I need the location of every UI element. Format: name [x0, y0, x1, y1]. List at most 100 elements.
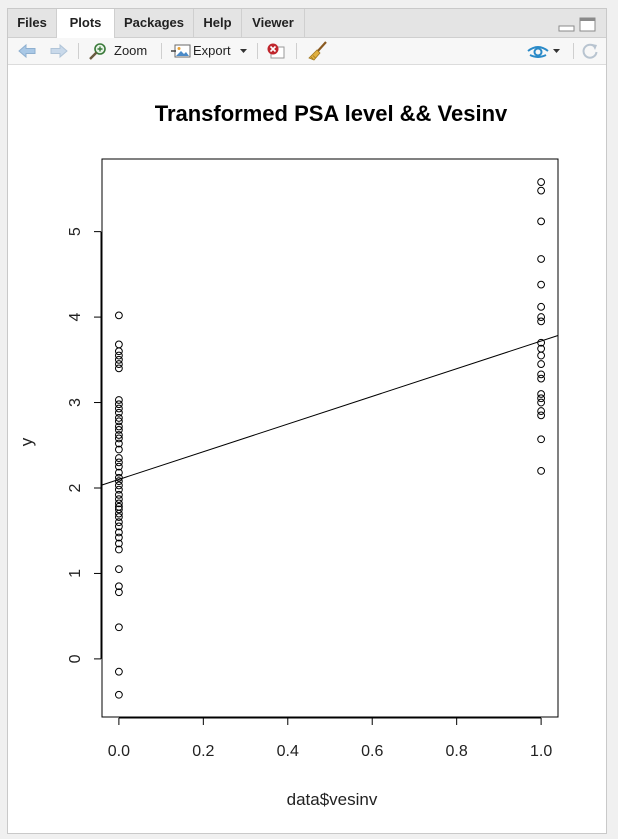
regression-line	[101, 334, 559, 486]
publish-dropdown-caret-icon[interactable]	[553, 49, 561, 54]
data-point	[537, 398, 546, 407]
publish-icon[interactable]	[526, 44, 550, 58]
data-point	[537, 360, 546, 368]
y-tick-label: 0	[67, 654, 84, 663]
scatter-plot: Transformed PSA level && Vesinv 0 1 2 3 4 5 0…	[17, 101, 559, 809]
data-point	[114, 582, 123, 591]
x-tick-label: 0.2	[192, 743, 214, 760]
chart-title: Transformed PSA level && Vesinv	[155, 101, 508, 126]
data-point	[114, 311, 123, 320]
data-point	[537, 255, 546, 263]
y-tick-label: 3	[67, 398, 84, 407]
data-point	[114, 462, 123, 471]
data-point	[114, 545, 123, 554]
export-button[interactable]: Export	[193, 43, 231, 58]
data-point	[114, 425, 123, 434]
data-point	[114, 522, 123, 531]
data-point	[114, 347, 123, 356]
data-point	[114, 468, 123, 477]
data-point	[537, 178, 546, 186]
data-point	[537, 338, 546, 347]
data-point	[114, 396, 123, 404]
tab-files[interactable]: Files	[8, 9, 57, 37]
data-point	[537, 313, 546, 321]
back-arrow-icon[interactable]	[18, 43, 36, 59]
tab-plots[interactable]: Plots	[57, 9, 115, 38]
data-point	[114, 434, 123, 443]
plot-frame	[101, 158, 559, 718]
toolbar-separator	[161, 43, 162, 59]
y-axis-label: y	[17, 437, 36, 446]
y-tick-label: 2	[67, 483, 84, 492]
data-point	[114, 502, 123, 511]
data-point	[114, 539, 123, 548]
data-point	[114, 477, 123, 486]
data-point	[114, 667, 123, 676]
plots-pane: Files Plots Packages Help Viewer Zoom	[7, 8, 607, 834]
y-tick-label: 1	[67, 569, 84, 578]
y-tick-label: 4	[67, 313, 84, 322]
plot-viewer: Transformed PSA level && Vesinv 0 1 2 3 4 5 0…	[8, 65, 606, 833]
x-tick-label: 0.6	[361, 743, 383, 760]
data-point	[114, 533, 123, 542]
data-point	[114, 490, 123, 499]
data-point	[114, 528, 123, 537]
x-axis: 0.0 0.2 0.4 0.6 0.8 1.0	[108, 717, 552, 760]
data-point	[114, 360, 123, 368]
zoom-button[interactable]: Zoom	[114, 43, 148, 58]
data-point	[114, 417, 123, 426]
export-image-icon[interactable]	[171, 43, 191, 59]
data-point	[114, 445, 123, 454]
data-point	[114, 431, 123, 439]
data-point	[114, 454, 123, 462]
data-point	[114, 499, 123, 508]
data-point	[114, 473, 123, 482]
data-point	[537, 280, 546, 289]
data-point	[114, 439, 123, 448]
x-axis-label: data$vesinv	[287, 790, 378, 809]
minimize-pane-icon[interactable]	[558, 17, 576, 33]
data-point	[114, 565, 123, 574]
maximize-pane-icon[interactable]	[579, 17, 597, 33]
tab-help[interactable]: Help	[194, 9, 242, 37]
tab-viewer[interactable]: Viewer	[242, 9, 305, 37]
clear-all-broom-icon[interactable]	[306, 41, 328, 61]
toolbar-separator	[573, 43, 574, 59]
data-point	[114, 351, 123, 360]
x-tick-label: 0.0	[108, 743, 130, 760]
data-point	[537, 317, 546, 326]
toolbar-separator	[296, 43, 297, 59]
toolbar-separator	[257, 43, 258, 59]
data-point	[537, 374, 546, 383]
data-point	[114, 518, 123, 527]
remove-plot-icon[interactable]	[266, 42, 286, 60]
data-point	[114, 458, 123, 467]
data-point	[114, 404, 123, 413]
zoom-magnifier-icon[interactable]	[88, 42, 108, 60]
toolbar-separator	[78, 43, 79, 59]
data-point	[537, 407, 546, 415]
data-point	[537, 186, 546, 195]
export-dropdown-caret-icon[interactable]	[240, 49, 248, 54]
data-point	[537, 390, 546, 398]
data-point	[114, 364, 123, 373]
data-point	[537, 217, 546, 226]
data-point	[537, 394, 546, 403]
data-point	[537, 435, 546, 444]
data-point	[114, 690, 123, 699]
data-point	[537, 351, 546, 360]
data-point	[537, 466, 546, 475]
refresh-icon[interactable]	[581, 42, 599, 60]
data-point	[114, 513, 123, 521]
data-point	[114, 481, 123, 490]
data-point	[114, 414, 123, 422]
data-point	[537, 411, 546, 420]
tab-packages[interactable]: Packages	[115, 9, 194, 37]
data-point	[114, 623, 123, 632]
forward-arrow-icon[interactable]	[50, 43, 68, 59]
pane-tab-bar: Files Plots Packages Help Viewer	[8, 9, 606, 38]
data-point	[537, 302, 546, 311]
x-tick-label: 1.0	[530, 743, 552, 760]
data-point	[114, 340, 123, 349]
y-tick-label: 5	[67, 227, 84, 236]
